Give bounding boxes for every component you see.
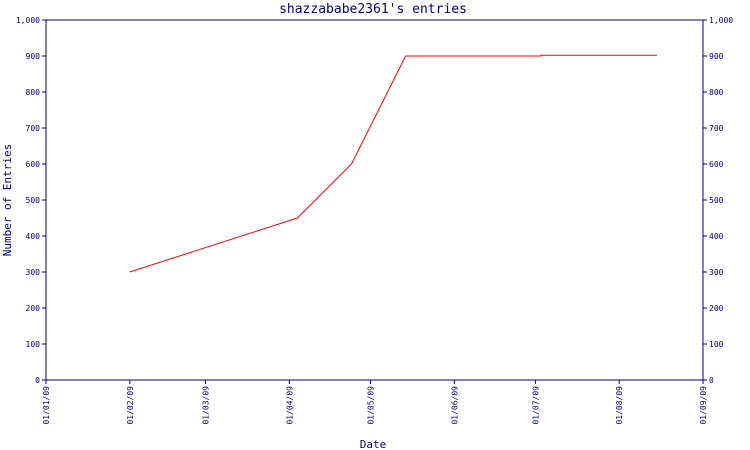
y-tick-label-right: 1,000 [709,16,733,25]
y-tick-label-right: 700 [709,124,724,133]
y-tick-label-right: 0 [709,376,714,385]
x-tick-label: 01/07/09 [531,386,540,425]
y-axis-label: Number of Entries [1,144,14,257]
y-tick-label-right: 800 [709,88,724,97]
x-tick-labels: 01/01/09 01/02/09 01/03/09 01/04/09 01/05/09… [42,386,708,425]
plot-frame [45,19,704,381]
x-tick-label: 01/08/09 [615,386,624,425]
y-tick-label: 1,000 [16,16,40,25]
y-tick-label: 800 [26,88,41,97]
y-tick-label: 0 [35,376,40,385]
x-tick-label: 01/04/09 [285,386,294,425]
y-tick-label: 100 [26,340,41,349]
y-tick-label-right: 300 [709,268,724,277]
y-tick-label-right: 100 [709,340,724,349]
y-tick-label: 500 [26,196,41,205]
y-tick-label-right: 900 [709,52,724,61]
y-tick-label: 200 [26,304,41,313]
series-layer [129,54,658,273]
x-tick-label: 01/01/09 [42,386,51,425]
x-axis-label: Date [360,438,387,450]
y-tick-label: 400 [26,232,41,241]
x-tick-label: 01/05/09 [366,386,375,425]
axes [45,19,704,381]
series-line [129,54,657,273]
y-tick-label-right: 500 [709,196,724,205]
y-tick-label-right: 200 [709,304,724,313]
y-tick-label: 600 [26,160,41,169]
tick-marks [42,19,707,384]
x-tick-label: 01/02/09 [126,386,135,425]
y-tick-label-right: 600 [709,160,724,169]
y-tick-labels-left: 0 100 200 300 400 500 600 700 800 900 1,000 [16,16,40,385]
y-tick-label: 700 [26,124,41,133]
x-tick-label: 01/03/09 [202,386,211,425]
y-tick-labels-right: 0 100 200 300 400 500 600 700 800 900 1,000 [709,16,733,385]
y-tick-label-right: 400 [709,232,724,241]
chart-title: shazzababe2361's entries [279,2,467,17]
x-tick-label: 01/06/09 [450,386,459,425]
x-tick-label: 01/09/09 [699,386,708,425]
y-tick-label: 300 [26,268,41,277]
y-tick-label: 900 [26,52,41,61]
